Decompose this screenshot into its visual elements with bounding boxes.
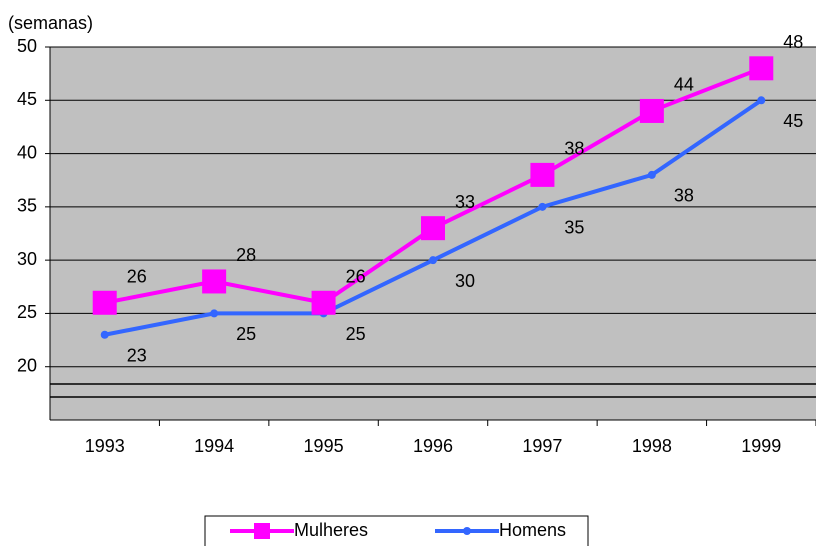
- y-tick-label: 50: [17, 36, 37, 56]
- data-label: 26: [127, 267, 147, 287]
- marker: [530, 162, 555, 187]
- legend: [204, 515, 589, 551]
- marker: [421, 216, 445, 241]
- data-label: 33: [455, 192, 475, 212]
- y-tick-label: 40: [17, 142, 37, 162]
- marker: [757, 96, 766, 105]
- legend-marker: [254, 523, 270, 539]
- legend-label: Homens: [499, 520, 566, 540]
- marker: [92, 290, 117, 315]
- data-label: 23: [127, 345, 147, 365]
- x-tick-label: 1998: [632, 436, 672, 456]
- marker: [429, 256, 437, 265]
- x-tick-label: 1993: [85, 436, 125, 456]
- data-label: 26: [346, 267, 366, 287]
- data-label: 45: [783, 111, 803, 131]
- marker: [749, 56, 774, 81]
- y-tick-label: 20: [17, 355, 37, 375]
- legend-marker: [463, 527, 471, 535]
- marker: [100, 330, 109, 339]
- data-label: 25: [346, 324, 366, 344]
- data-label: 35: [564, 218, 584, 238]
- marker: [311, 290, 336, 315]
- x-tick-label: 1995: [304, 436, 344, 456]
- marker: [202, 269, 227, 294]
- data-label: 44: [674, 75, 694, 95]
- data-label: 30: [455, 271, 475, 291]
- x-tick-label: 1999: [741, 436, 781, 456]
- legend-label: Mulheres: [294, 520, 368, 540]
- data-label: 38: [674, 186, 694, 206]
- marker: [210, 309, 219, 318]
- marker: [538, 202, 547, 211]
- marker: [639, 98, 664, 123]
- y-tick-label: 25: [17, 302, 37, 322]
- marker: [647, 170, 656, 179]
- x-tick-label: 1997: [522, 436, 562, 456]
- data-label: 38: [564, 139, 584, 159]
- data-label: 28: [236, 245, 256, 265]
- data-label: 25: [236, 324, 256, 344]
- y-tick-label: 45: [17, 89, 37, 109]
- y-axis-label: (semanas): [8, 13, 93, 33]
- x-tick-label: 1994: [194, 436, 234, 456]
- y-tick-label: 30: [17, 249, 37, 269]
- y-tick-label: 35: [17, 196, 37, 216]
- data-label: 48: [783, 32, 803, 52]
- x-tick-label: 1996: [413, 436, 453, 456]
